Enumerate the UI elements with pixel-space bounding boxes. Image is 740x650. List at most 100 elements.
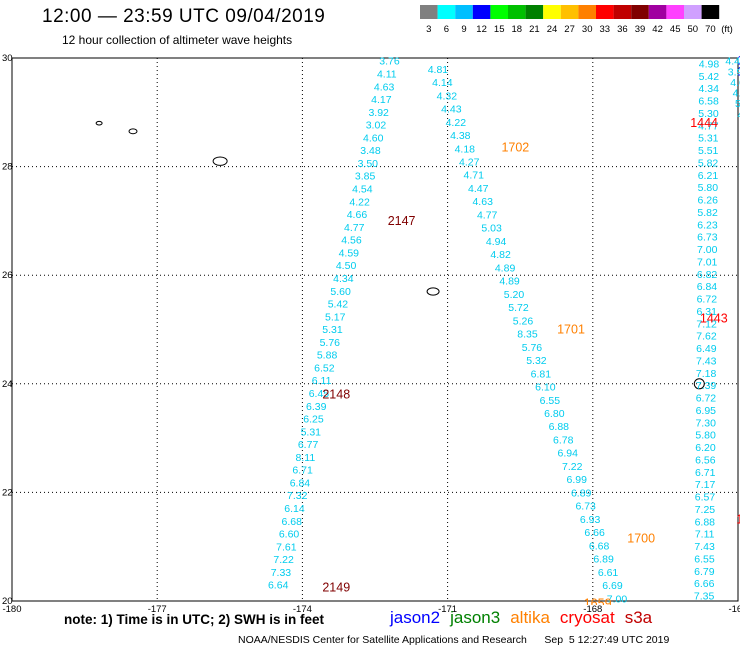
swh-value: 4.47 bbox=[468, 183, 489, 195]
swh-value: 4.66 bbox=[347, 209, 368, 221]
swh-value: 7.33 bbox=[271, 567, 292, 579]
footer-credit: NOAA/NESDIS Center for Satellite Applica… bbox=[238, 634, 670, 646]
swh-value: 5.26 bbox=[513, 315, 534, 327]
swh-value: 7.22 bbox=[562, 461, 583, 473]
swh-value: 5.42 bbox=[699, 71, 720, 83]
swh-value: 4.11 bbox=[377, 68, 397, 80]
legend-label: 18 bbox=[512, 24, 523, 35]
legend-swatch-50 bbox=[684, 5, 702, 19]
legend-swatch-6 bbox=[437, 5, 456, 19]
swh-value: 5.82 bbox=[697, 207, 718, 219]
swh-value: 7.18 bbox=[696, 368, 717, 380]
swh-value: 7.39 bbox=[696, 380, 717, 392]
swh-value: 8.11 bbox=[296, 452, 316, 464]
swh-value: 6.73 bbox=[575, 501, 596, 513]
swh-value: 3.48 bbox=[360, 145, 381, 157]
swh-value: 6.69 bbox=[602, 580, 623, 592]
pass-label: 135 bbox=[737, 54, 740, 68]
swh-value: 6.80 bbox=[544, 408, 565, 420]
y-tick-label: 26 bbox=[2, 270, 13, 281]
x-tick-label: -174 bbox=[293, 604, 312, 615]
swh-value: 4.71 bbox=[464, 170, 485, 182]
pass-label: 1442 bbox=[736, 513, 740, 527]
swh-value: 4.54 bbox=[352, 184, 373, 196]
swh-value: 6.71 bbox=[695, 467, 716, 479]
swh-value: 5.20 bbox=[735, 98, 740, 110]
swh-value: 6.81 bbox=[531, 368, 552, 380]
swh-value: 5.31 bbox=[301, 426, 322, 438]
swh-value: 7.17 bbox=[695, 479, 716, 491]
legend-swatch-12 bbox=[472, 5, 491, 19]
swh-value: 4.82 bbox=[490, 249, 511, 261]
legend-label: 42 bbox=[652, 24, 663, 35]
swh-value: 4.63 bbox=[472, 196, 493, 208]
swh-value: 5.51 bbox=[698, 145, 719, 157]
swh-value: 6.25 bbox=[303, 414, 324, 426]
legend-label: 30 bbox=[582, 24, 593, 35]
swh-value: 5.03 bbox=[481, 223, 502, 235]
swh-value: 6.60 bbox=[279, 529, 300, 541]
legend-label: 15 bbox=[494, 24, 505, 35]
swh-value: 6.95 bbox=[696, 405, 717, 417]
swh-value: 6.52 bbox=[314, 362, 335, 374]
island-outline bbox=[693, 378, 705, 390]
y-tick-label: 24 bbox=[2, 379, 13, 390]
swh-value: 5.76 bbox=[522, 342, 543, 354]
swh-value: 3.50 bbox=[358, 158, 379, 170]
swh-value: 5.31 bbox=[322, 324, 343, 336]
swh-value: 6.93 bbox=[580, 514, 601, 526]
swh-value: 6.78 bbox=[553, 434, 574, 446]
island-outline bbox=[95, 120, 103, 126]
legend-label: 12 bbox=[476, 24, 487, 35]
legend-label: 3 bbox=[426, 24, 431, 35]
legend-swatch-21 bbox=[525, 5, 544, 19]
footer-note: note: 1) Time is in UTC; 2) SWH is in fe… bbox=[64, 612, 325, 627]
pass-label: 1702 bbox=[501, 141, 529, 155]
swh-value: 5.17 bbox=[325, 311, 346, 323]
swh-value: 4.60 bbox=[363, 132, 384, 144]
legend-swatch-39 bbox=[631, 5, 649, 19]
swh-value: 4.14 bbox=[432, 77, 453, 89]
legend-label: 50 bbox=[688, 24, 699, 35]
swh-value: 4.17 bbox=[371, 94, 392, 106]
color-scale-legend: 3 6 9 12 15 18 21 24 27 30 33 36 39 42 45 50 70 (ft) bbox=[420, 5, 733, 35]
swh-value: 6.89 bbox=[571, 487, 592, 499]
legend-swatch-30 bbox=[578, 5, 596, 19]
swh-value: 6.58 bbox=[698, 96, 719, 108]
pass-label: 2148 bbox=[322, 388, 350, 402]
swh-value: 6.61 bbox=[598, 567, 619, 579]
page-subtitle: 12 hour collection of altimeter wave hei… bbox=[62, 33, 293, 47]
swh-value: 5.80 bbox=[698, 182, 719, 194]
swh-value: 7.22 bbox=[273, 554, 294, 566]
island-outline bbox=[426, 287, 440, 296]
legend-label: 70 bbox=[705, 24, 716, 35]
swh-value: 6.66 bbox=[584, 527, 605, 539]
swh-value: 4.38 bbox=[450, 130, 471, 142]
swh-value: 3.76 bbox=[379, 56, 400, 68]
satellite-altika: altika bbox=[510, 608, 550, 627]
legend-swatch-15 bbox=[490, 5, 508, 19]
swh-value: 6.31 bbox=[696, 306, 717, 318]
pass-label: 1659 bbox=[584, 597, 612, 611]
pass-label: 135 bbox=[737, 65, 740, 79]
swh-value: 3.98 bbox=[728, 66, 740, 78]
swh-value: 3.92 bbox=[368, 107, 389, 119]
swh-value: 6.72 bbox=[696, 393, 717, 405]
swh-value: 4.50 bbox=[336, 260, 357, 272]
swh-value: 6.88 bbox=[549, 421, 570, 433]
swh-value: 5.31 bbox=[698, 133, 719, 145]
swh-value: 5.80 bbox=[695, 430, 716, 442]
swh-value: 6.84 bbox=[697, 281, 718, 293]
swh-value: 6.72 bbox=[697, 294, 718, 306]
swh-value: 5.42 bbox=[328, 299, 349, 311]
swh-value: 7.62 bbox=[696, 331, 717, 343]
swh-value: 6.68 bbox=[589, 540, 610, 552]
swh-value: 6.71 bbox=[292, 465, 313, 477]
swh-value: 6.73 bbox=[697, 232, 718, 244]
legend-label: 21 bbox=[529, 24, 540, 35]
legend-swatch-33 bbox=[596, 5, 614, 19]
swh-value: 5.76 bbox=[320, 337, 341, 349]
swh-value: 7.32 bbox=[287, 490, 308, 502]
legend-label: 36 bbox=[617, 24, 628, 35]
